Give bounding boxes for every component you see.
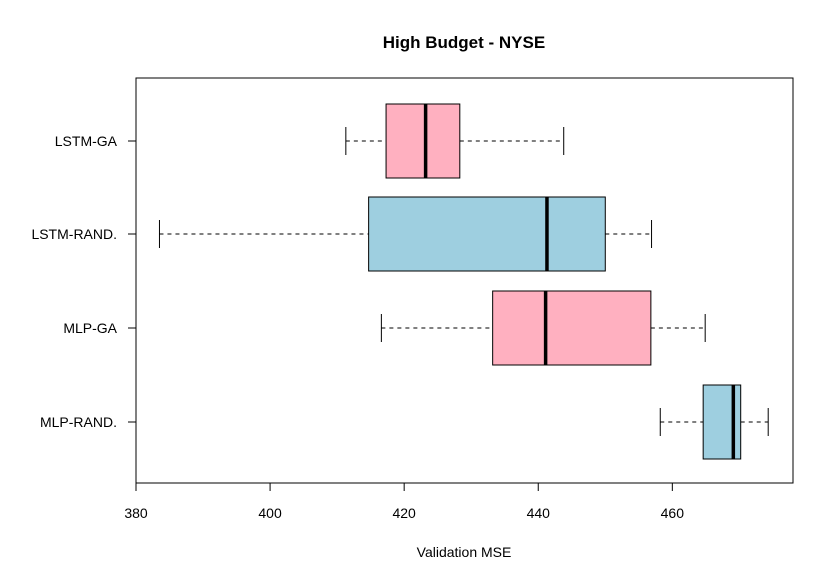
box-iqr xyxy=(385,103,461,179)
box-group-3 xyxy=(659,384,769,460)
chart-title: High Budget - NYSE xyxy=(383,33,545,52)
boxes-layer xyxy=(158,103,769,460)
y-tick-label: LSTM-RAND. xyxy=(31,226,117,242)
y-axis: LSTM-GA LSTM-RAND. MLP-GA MLP-RAND. xyxy=(31,133,136,430)
x-tick-label: 460 xyxy=(661,505,685,521)
box-iqr xyxy=(492,290,652,366)
box-iqr xyxy=(368,196,606,272)
box-group-2 xyxy=(380,290,706,366)
y-tick-label: LSTM-GA xyxy=(55,133,118,149)
x-tick-label: 400 xyxy=(258,505,282,521)
x-tick-label: 440 xyxy=(527,505,551,521)
y-tick-label: MLP-RAND. xyxy=(40,414,117,430)
box-group-0 xyxy=(345,103,565,179)
x-tick-label: 420 xyxy=(392,505,416,521)
x-axis: 380 400 420 440 460 xyxy=(124,482,685,521)
y-tick-label: MLP-GA xyxy=(63,320,117,336)
x-tick-label: 380 xyxy=(124,505,148,521)
x-axis-label: Validation MSE xyxy=(417,544,512,560)
box-group-1 xyxy=(158,196,653,272)
